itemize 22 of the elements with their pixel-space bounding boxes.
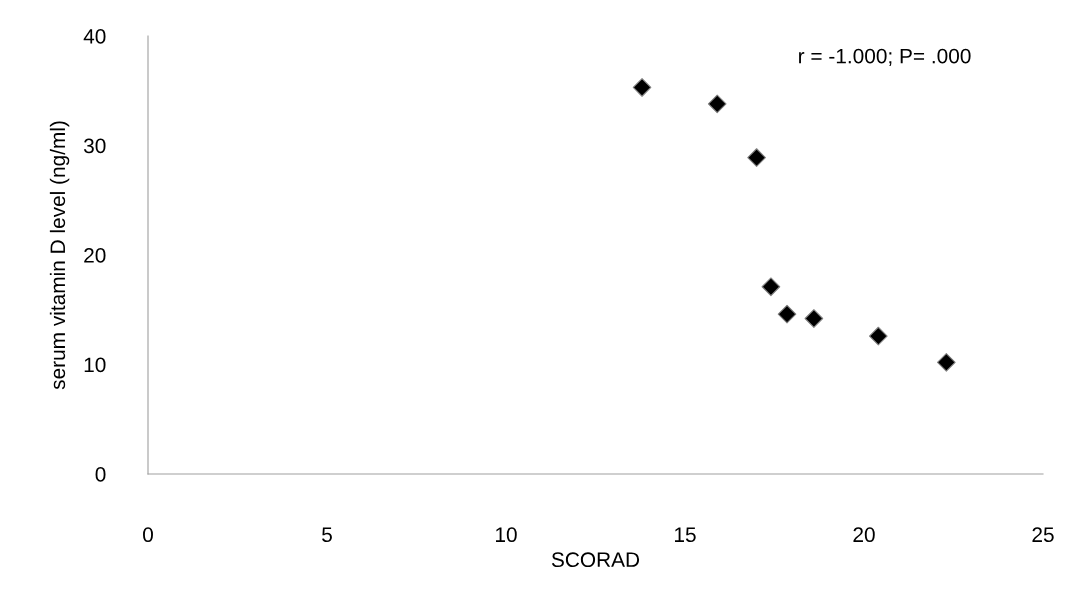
y-tick-label: 10 xyxy=(84,357,106,373)
point xyxy=(804,309,824,328)
x-tick-label: 20 xyxy=(853,527,875,543)
point xyxy=(747,148,766,167)
point xyxy=(632,78,652,97)
point xyxy=(937,352,956,372)
y-axis-title: serum vitamin D level (ng/ml) xyxy=(49,121,70,390)
x-tick-label: 0 xyxy=(143,527,153,543)
x-axis-title: SCORAD xyxy=(551,552,640,568)
point xyxy=(707,94,727,114)
point xyxy=(777,304,797,324)
y-tick-label: 30 xyxy=(83,138,106,154)
x-tick-label: 25 xyxy=(1032,527,1054,543)
x-tick-label: 10 xyxy=(496,527,517,543)
x-tick-label: 15 xyxy=(675,527,696,543)
y-tick-label: 0 xyxy=(95,467,106,482)
y-tick-label: 40 xyxy=(83,29,106,44)
annotation: r = -1.000; P= .000 xyxy=(799,48,971,66)
point xyxy=(868,326,888,346)
point xyxy=(761,277,781,297)
x-tick-label: 5 xyxy=(322,527,332,543)
y-tick-label: 20 xyxy=(84,248,106,263)
